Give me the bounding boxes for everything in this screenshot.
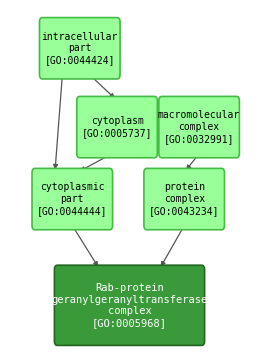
Text: cytoplasmic
part
[GO:0044444]: cytoplasmic part [GO:0044444] <box>37 182 107 216</box>
FancyBboxPatch shape <box>39 17 120 79</box>
FancyBboxPatch shape <box>54 265 205 346</box>
FancyBboxPatch shape <box>77 96 157 158</box>
Text: cytoplasm
[GO:0005737]: cytoplasm [GO:0005737] <box>82 116 152 138</box>
Text: protein
complex
[GO:0043234]: protein complex [GO:0043234] <box>149 182 219 216</box>
FancyBboxPatch shape <box>159 96 239 158</box>
FancyBboxPatch shape <box>144 169 225 230</box>
Text: macromolecular
complex
[GO:0032991]: macromolecular complex [GO:0032991] <box>158 111 240 144</box>
Text: intracellular
part
[GO:0044424]: intracellular part [GO:0044424] <box>42 32 118 65</box>
Text: Rab-protein
geranylgeranyltransferase
complex
[GO:0005968]: Rab-protein geranylgeranyltransferase co… <box>51 283 208 328</box>
FancyBboxPatch shape <box>32 169 113 230</box>
